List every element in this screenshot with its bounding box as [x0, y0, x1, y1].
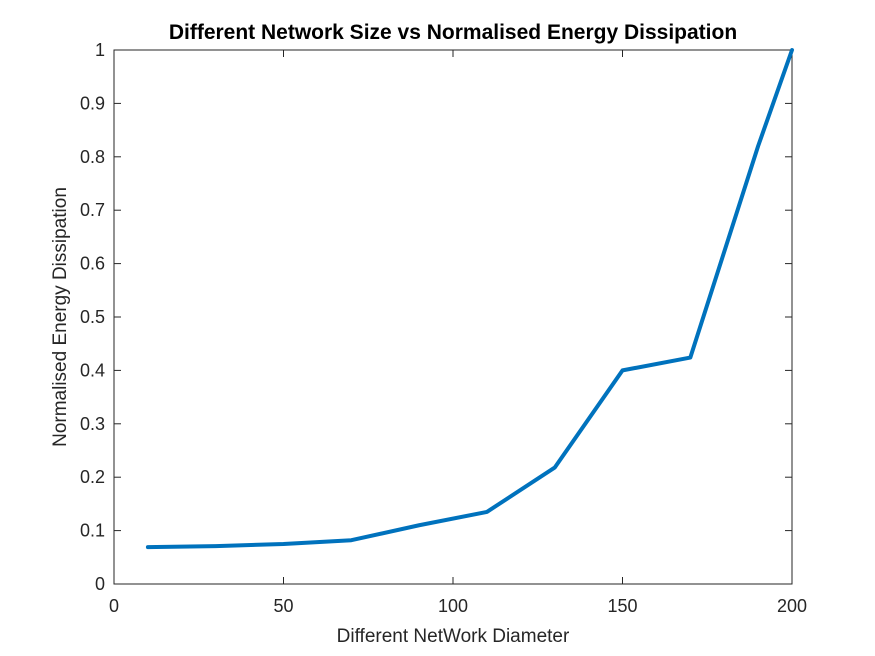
y-tick-label: 0.4 [80, 360, 105, 380]
y-tick-label: 0.6 [80, 254, 105, 274]
y-tick-label: 0.9 [80, 93, 105, 113]
y-tick-label: 0.3 [80, 414, 105, 434]
series-line [145, 48, 794, 550]
tick-labels: 0 50 100 150 200 0 0.1 0.2 0.3 0.4 0.5 0.6 0.7 0.8 0.9… [80, 40, 807, 616]
x-tick-label: 200 [777, 596, 807, 616]
y-tick-label: 0.1 [80, 521, 105, 541]
chart-title: Different Network Size vs Normalised Ene… [169, 21, 737, 44]
x-tick-label: 100 [438, 596, 468, 616]
x-tick-label: 50 [273, 596, 293, 616]
x-tick-label: 0 [109, 596, 119, 616]
y-tick-label: 0.7 [80, 200, 105, 220]
y-tick-label: 0 [95, 574, 105, 594]
plot-area [114, 50, 792, 584]
series-layer [145, 48, 794, 550]
x-tick-label: 150 [607, 596, 637, 616]
y-tick-label: 0.8 [80, 147, 105, 167]
y-tick-label: 0.2 [80, 467, 105, 487]
x-axis-label: Different NetWork Diameter [337, 626, 570, 647]
y-tick-label: 0.5 [80, 307, 105, 327]
y-tick-label: 1 [95, 40, 105, 60]
y-axis-label: Normalised Energy Dissipation [50, 187, 71, 447]
